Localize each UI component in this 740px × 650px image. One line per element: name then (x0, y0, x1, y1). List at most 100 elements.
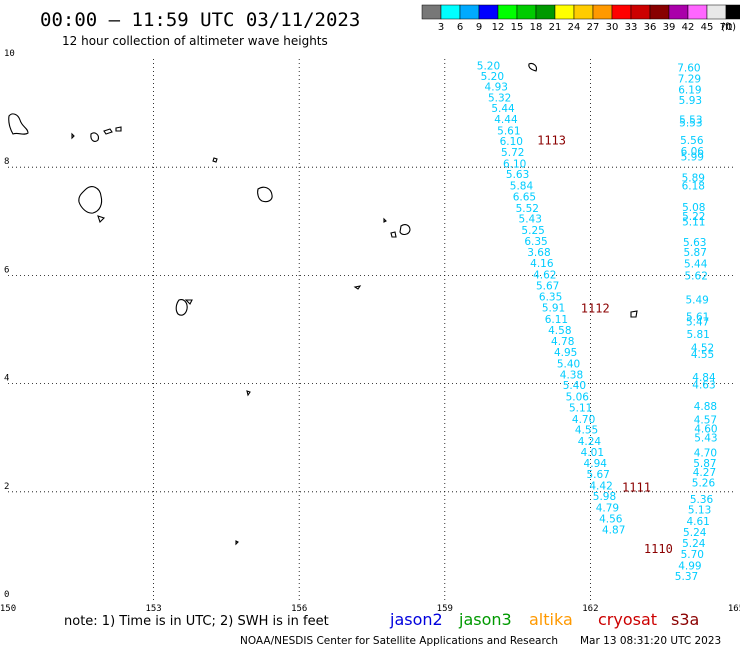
colorbar-tick-label: 39 (663, 22, 676, 33)
swh-value-point: 5.53 (679, 117, 702, 129)
colorbar-swatch (573, 4, 594, 20)
island-coastline (630, 310, 638, 318)
swh-value-point: 6.10 (503, 158, 526, 170)
swh-value-point: 4.55 (691, 349, 714, 361)
swh-value-point: 4.55 (575, 425, 598, 437)
swh-value-point: 4.70 (694, 447, 717, 459)
island-coastline (212, 157, 218, 163)
island-coastline (103, 128, 113, 135)
island-coastline (528, 62, 537, 72)
island-coastline (90, 132, 99, 142)
swh-value-point: 5.37 (675, 571, 698, 583)
colorbar-tick-label: 33 (625, 22, 638, 33)
y-tick-label: 10 (4, 49, 15, 59)
pass-time-label: 1110 (644, 542, 673, 556)
x-tick-label: 165 (728, 604, 740, 614)
colorbar-swatch (440, 4, 461, 20)
swh-value-point: 4.61 (686, 516, 709, 528)
island-coastline (71, 132, 75, 140)
swh-value-point: 6.65 (513, 191, 536, 203)
y-tick-label: 4 (4, 374, 9, 384)
y-tick-label: 0 (4, 590, 9, 600)
island-coastline (97, 215, 106, 224)
island-coastline (78, 186, 103, 214)
swh-value-point: 4.99 (678, 560, 701, 572)
swh-value-point: 5.63 (683, 237, 706, 249)
y-tick-label: 6 (4, 265, 9, 275)
colorbar-swatch (497, 4, 518, 20)
footer-note: note: 1) Time is in UTC; 2) SWH is in fe… (64, 614, 329, 629)
swh-value-point: 5.52 (516, 203, 539, 215)
mission-label-altika: altika (529, 610, 573, 629)
swh-value-point: 5.87 (684, 247, 707, 259)
colorbar-swatch (592, 4, 613, 20)
swh-value-point: 5.11 (682, 216, 705, 228)
swh-value-point: 6.11 (545, 314, 568, 326)
swh-value-point: 5.36 (690, 494, 714, 506)
pass-time-label: 1113 (537, 134, 566, 148)
island-coastline (399, 224, 411, 235)
pass-time-label: 1112 (581, 301, 610, 315)
swh-value-point: 5.84 (510, 181, 534, 193)
swh-value-point: 5.70 (681, 549, 704, 561)
island-outlines (8, 62, 638, 546)
colorbar-swatch (630, 4, 651, 20)
swh-value-point: 5.53 (679, 115, 702, 127)
chart-grid: 150 153 156 159 162 165 0 2 4 6 8 10 (0, 49, 740, 614)
swh-value-point: 5.72 (501, 147, 524, 159)
swh-value-point: 4.88 (694, 401, 717, 413)
x-tick-label: 159 (437, 604, 453, 614)
swh-value-point: 5.20 (481, 71, 504, 83)
swh-value-point: 5.98 (593, 491, 616, 503)
swh-value-point: 4.93 (485, 82, 508, 94)
swh-value-point: 4.95 (554, 347, 577, 359)
island-coastline (353, 285, 362, 290)
swh-value-point: 5.43 (694, 433, 717, 445)
swh-value-point: 4.87 (602, 525, 625, 537)
pass-time-labels: 1113 1112 1111 1110 (537, 134, 673, 556)
swh-value-point: 4.42 (589, 480, 612, 492)
swh-value-point: 6.35 (539, 291, 562, 303)
swh-value-point: 5.61 (686, 312, 709, 324)
swh-value-point: 5.67 (536, 281, 559, 293)
colorbar-swatch (478, 4, 499, 20)
colorbar-tick-label: 30 (606, 22, 619, 33)
swh-value-point: 3.68 (527, 247, 550, 259)
footer-timestamp: Mar 13 08:31:20 UTC 2023 (580, 635, 721, 647)
swh-value-point: 5.93 (679, 95, 702, 107)
colorbar-tick-label: 70 (720, 22, 733, 33)
colorbar-tick-label: 21 (549, 22, 562, 33)
swh-value-point: 4.94 (584, 458, 608, 470)
colorbar-swatch (668, 4, 689, 20)
swh-value-point: 6.18 (682, 181, 705, 193)
swh-value-point: 5.43 (519, 214, 542, 226)
swh-value-point: 5.61 (497, 125, 520, 137)
swh-value-point: 5.13 (688, 505, 711, 517)
island-coastline (246, 390, 251, 397)
swh-value-point: 4.63 (692, 380, 715, 392)
swh-value-point: 5.44 (491, 103, 515, 115)
swh-value-point: 6.35 (524, 236, 547, 248)
colorbar-tick-label: 27 (587, 22, 600, 33)
colorbar-tick-label: 12 (492, 22, 505, 33)
colorbar-swatch (516, 4, 537, 20)
mission-label-cryosat: cryosat (598, 610, 657, 629)
colorbar-tick-label: 3 (438, 22, 444, 33)
swh-value-point: 5.91 (542, 302, 565, 314)
swh-value-point: 5.67 (586, 469, 609, 481)
swh-value-point: 4.56 (599, 513, 623, 525)
island-coastline (235, 540, 239, 546)
colorbar-tick-label: 36 (644, 22, 657, 33)
swh-value-point: 4.60 (694, 424, 717, 436)
island-coastline (175, 299, 188, 316)
swh-value-point: 6.10 (500, 136, 523, 148)
swh-value-point: 4.70 (572, 414, 595, 426)
swh-value-point: 5.24 (682, 538, 706, 550)
swh-value-point: 4.24 (578, 436, 602, 448)
swh-value-point: 5.62 (685, 270, 708, 282)
colorbar-swatch (535, 4, 556, 20)
colorbar-swatch (706, 4, 727, 20)
pass-time-label: 1111 (622, 480, 651, 494)
swh-value-point: 5.20 (477, 60, 500, 72)
